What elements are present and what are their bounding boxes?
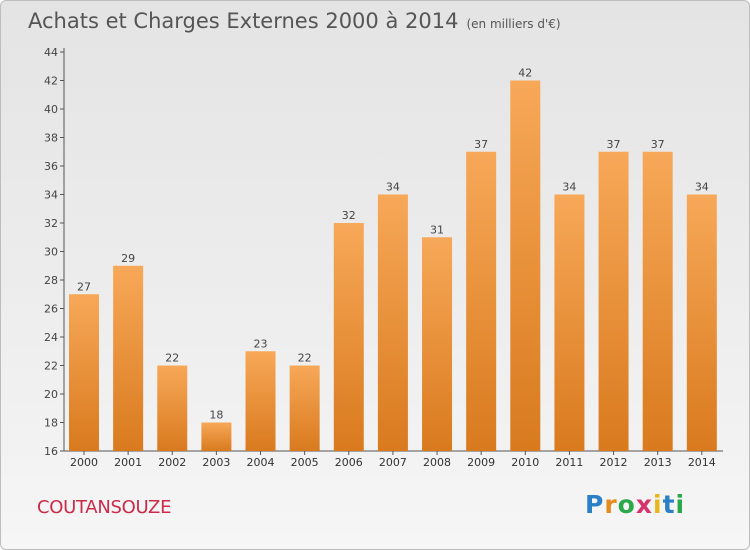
- bar: [466, 151, 497, 451]
- bar: [245, 351, 276, 451]
- y-tick-label: 22: [44, 360, 58, 373]
- logo-letter: P: [585, 490, 605, 519]
- bar: [554, 194, 585, 451]
- x-tick-label: 2013: [644, 456, 672, 469]
- bar: [289, 365, 320, 451]
- data-label: 32: [342, 209, 356, 222]
- x-tick-label: 2002: [158, 456, 186, 469]
- logo-letter: o: [617, 490, 636, 519]
- commune-name: COUTANSOUZE: [37, 497, 172, 518]
- x-tick-label: 2001: [114, 456, 142, 469]
- x-tick-label: 2010: [511, 456, 539, 469]
- x-tick-label: 2003: [202, 456, 230, 469]
- x-tick-label: 2009: [467, 456, 495, 469]
- data-label: 34: [695, 181, 709, 194]
- x-tick-label: 2007: [379, 456, 407, 469]
- y-tick-label: 44: [44, 46, 58, 59]
- x-tick-label: 2004: [247, 456, 275, 469]
- x-tick-label: 2006: [335, 456, 363, 469]
- chart-unit: (en milliers d'€): [466, 17, 561, 31]
- y-tick-label: 20: [44, 388, 58, 401]
- y-tick-label: 42: [44, 75, 58, 88]
- y-tick-label: 32: [44, 217, 58, 230]
- logo-letter: t: [662, 490, 676, 519]
- y-tick-label: 40: [44, 103, 58, 116]
- x-tick-label: 2014: [688, 456, 716, 469]
- y-tick-label: 18: [44, 417, 58, 430]
- y-tick-label: 26: [44, 303, 58, 316]
- x-tick-label: 2011: [555, 456, 583, 469]
- logo-letter: r: [604, 490, 618, 519]
- bar: [377, 194, 408, 451]
- data-label: 34: [386, 181, 400, 194]
- x-tick-label: 2000: [70, 456, 98, 469]
- proxiti-logo: Proxiti: [585, 490, 685, 519]
- data-label: 18: [209, 409, 223, 422]
- data-label: 37: [651, 138, 665, 151]
- y-tick-label: 28: [44, 274, 58, 287]
- bar: [642, 151, 673, 451]
- data-label: 22: [165, 352, 179, 365]
- y-tick-label: 36: [44, 160, 58, 173]
- chart-title-text: Achats et Charges Externes 2000 à 2014: [28, 9, 459, 33]
- y-tick-label: 38: [44, 132, 58, 145]
- bar: [201, 422, 232, 451]
- x-tick-label: 2008: [423, 456, 451, 469]
- y-tick-label: 16: [44, 445, 58, 458]
- data-label: 42: [518, 67, 532, 80]
- logo-letter: i: [653, 490, 663, 519]
- bar: [333, 223, 364, 451]
- bar: [422, 237, 453, 451]
- chart-title: Achats et Charges Externes 2000 à 2014 (e…: [28, 9, 561, 33]
- data-label: 37: [607, 138, 621, 151]
- data-label: 22: [298, 352, 312, 365]
- bar: [113, 265, 144, 451]
- data-label: 37: [474, 138, 488, 151]
- data-label: 34: [562, 181, 576, 194]
- bar: [686, 194, 717, 451]
- data-label: 27: [77, 280, 91, 293]
- logo-letter: i: [675, 490, 686, 519]
- x-tick-label: 2005: [291, 456, 319, 469]
- x-tick-label: 2012: [600, 456, 628, 469]
- y-tick-label: 24: [44, 331, 58, 344]
- data-label: 23: [254, 337, 268, 350]
- data-label: 29: [121, 252, 135, 265]
- bar: [157, 365, 188, 451]
- y-tick-label: 34: [44, 189, 58, 202]
- bar: [510, 80, 541, 451]
- data-label: 31: [430, 223, 444, 236]
- bar: [598, 151, 629, 451]
- logo-letter: x: [635, 490, 653, 519]
- y-tick-label: 30: [44, 246, 58, 259]
- bar: [69, 294, 99, 451]
